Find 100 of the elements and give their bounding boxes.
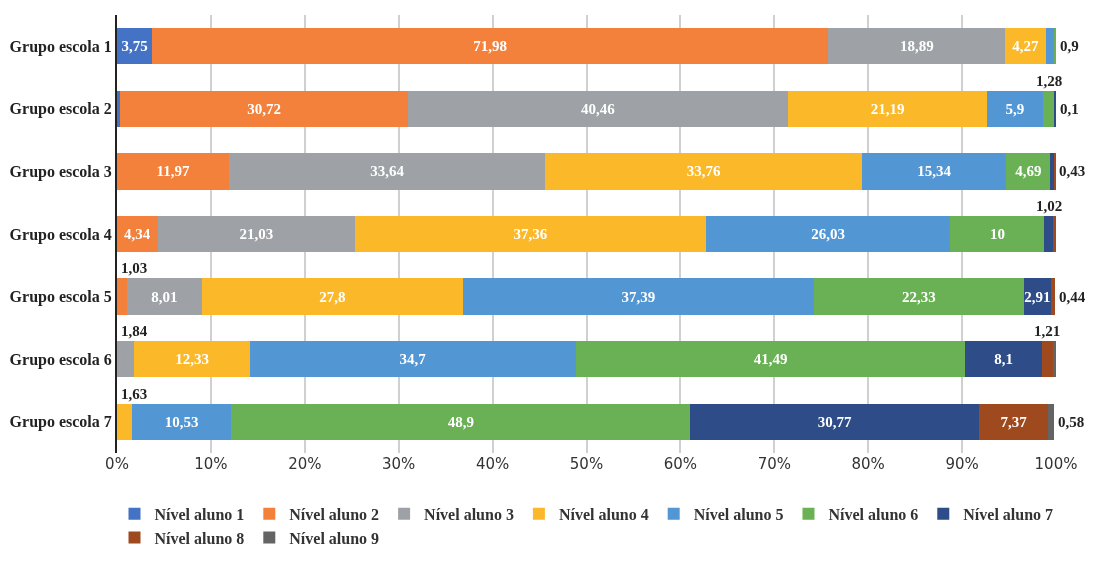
bar [462, 278, 815, 315]
bar [965, 341, 1042, 378]
data-label: 33,76 [686, 163, 721, 180]
legend-label: Nível aluno 9 [289, 529, 380, 547]
bar [117, 153, 230, 190]
bar [1052, 341, 1056, 378]
data-label: 1,63 [121, 386, 148, 402]
bar [950, 215, 1045, 253]
bar [862, 153, 1007, 190]
y-tick-label: Grupo escola 3 [9, 163, 112, 182]
x-tick-label: 30% [382, 455, 416, 473]
legend-label: Nível aluno 4 [558, 505, 649, 523]
data-label: 5,9 [1005, 100, 1025, 117]
bar [117, 403, 133, 440]
data-label: 4,27 [1012, 38, 1039, 55]
data-label: 10 [989, 226, 1005, 242]
bar [1048, 403, 1054, 440]
legend-label: Nível aluno 8 [154, 529, 245, 547]
data-label: 33,64 [370, 163, 405, 180]
data-label: 34,7 [399, 351, 427, 368]
data-label: 1,28 [1036, 73, 1063, 89]
bar [117, 341, 135, 378]
y-tick-label: Grupo escola 4 [9, 225, 112, 244]
data-label: 27,8 [319, 288, 346, 305]
x-tick-label: 70% [757, 455, 791, 473]
data-label: 21,03 [239, 226, 274, 242]
data-label: 18,89 [899, 38, 934, 55]
data-label: 8,01 [151, 288, 178, 305]
legend-label: Nível aluno 3 [424, 505, 514, 523]
data-label: 7,37 [1000, 413, 1028, 430]
bar [987, 90, 1043, 127]
bar [250, 341, 576, 378]
data-label: 40,46 [581, 100, 616, 117]
data-label: 41,49 [753, 351, 788, 368]
bar [132, 403, 232, 440]
y-tick-label: Grupo escola 7 [9, 413, 112, 432]
data-label: 11,97 [156, 163, 190, 180]
bar [229, 153, 546, 190]
legend-label: Nível aluno 7 [963, 505, 1054, 523]
bar [157, 215, 356, 253]
x-tick-label: 90% [945, 455, 979, 473]
bar [1041, 341, 1053, 378]
bar [117, 278, 127, 315]
data-label: 12,33 [175, 351, 210, 368]
bar [1005, 28, 1046, 65]
data-label: 37,36 [513, 226, 548, 242]
data-label: 10,53 [164, 413, 199, 430]
data-label: 0,58 [1058, 414, 1085, 430]
data-label: 30,72 [247, 100, 281, 117]
data-label: 4,69 [1015, 163, 1042, 180]
data-label: 3,75 [121, 38, 148, 55]
x-tick-label: 50% [569, 455, 604, 473]
data-label: 0,9 [1060, 38, 1079, 54]
y-tick-label: Grupo escola 5 [9, 288, 112, 307]
bar [575, 341, 966, 378]
legend-label: Nível aluno 2 [289, 505, 380, 523]
data-label: 0,43 [1059, 163, 1086, 179]
bar [706, 215, 951, 253]
bar [1051, 278, 1056, 315]
data-label: 15,34 [917, 163, 952, 180]
bar [1045, 28, 1055, 65]
data-label: 37,39 [621, 288, 656, 305]
data-label: 2,91 [1024, 288, 1051, 305]
x-tick-label: 80% [851, 455, 885, 473]
data-label: 1,03 [121, 260, 148, 276]
data-label: 22,33 [901, 288, 936, 305]
data-label: 8,1 [994, 351, 1013, 368]
y-tick-label: Grupo escola 2 [9, 100, 112, 119]
data-label: 71,98 [473, 38, 508, 55]
bar [788, 90, 988, 127]
bar [828, 28, 1006, 65]
bar [545, 153, 863, 190]
data-label: 26,03 [811, 226, 846, 242]
data-label: 30,77 [817, 413, 852, 430]
data-label: 0,1 [1060, 101, 1079, 117]
x-tick-label: 20% [288, 455, 322, 473]
x-tick-label: 40% [475, 455, 510, 473]
y-tick-label: Grupo escola 1 [9, 37, 112, 56]
data-label: 1,02 [1036, 198, 1063, 214]
data-label: 1,21 [1034, 323, 1061, 339]
bar [119, 90, 409, 127]
bar [690, 403, 980, 440]
data-label: 4,34 [124, 226, 151, 242]
x-tick-label: 0% [105, 455, 129, 473]
legend-label: Nível aluno 6 [828, 505, 919, 523]
data-label: 48,9 [447, 413, 474, 430]
bar [152, 28, 829, 65]
bar [117, 90, 120, 127]
bar [126, 278, 202, 315]
bar [1042, 90, 1055, 127]
legend-label: Nível aluno 1 [154, 505, 245, 523]
x-tick-label: 60% [663, 455, 698, 473]
bar [1050, 153, 1055, 190]
bar [979, 403, 1049, 440]
data-label: 1,84 [121, 323, 148, 339]
bar [201, 278, 463, 315]
data-label: 21,19 [870, 100, 905, 117]
y-tick-label: Grupo escola 6 [9, 350, 112, 369]
bar [231, 403, 691, 440]
bar [355, 215, 707, 253]
